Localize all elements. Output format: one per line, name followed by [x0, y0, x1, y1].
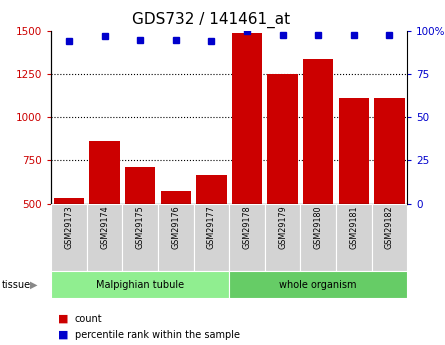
Text: GSM29180: GSM29180	[314, 206, 323, 249]
Text: Malpighian tubule: Malpighian tubule	[96, 280, 184, 289]
Bar	[336, 204, 372, 271]
Title: GDS732 / 141461_at: GDS732 / 141461_at	[132, 12, 291, 28]
Bar	[265, 204, 300, 271]
Text: percentile rank within the sample: percentile rank within the sample	[75, 330, 240, 339]
Text: GSM29182: GSM29182	[385, 206, 394, 249]
Text: ■: ■	[58, 330, 69, 339]
Bar	[122, 204, 158, 271]
Bar	[372, 204, 407, 271]
Bar	[300, 204, 336, 271]
Text: GSM29178: GSM29178	[243, 206, 251, 249]
Text: GSM29173: GSM29173	[65, 206, 73, 249]
Bar	[158, 204, 194, 271]
Text: ■: ■	[58, 314, 69, 324]
Text: GSM29174: GSM29174	[100, 206, 109, 249]
Bar	[161, 190, 191, 204]
Text: GSM29179: GSM29179	[278, 206, 287, 249]
Bar	[303, 59, 333, 204]
Bar	[229, 271, 407, 298]
Bar	[194, 204, 229, 271]
Text: GSM29175: GSM29175	[136, 206, 145, 249]
Bar	[267, 74, 298, 204]
Text: GSM29177: GSM29177	[207, 206, 216, 249]
Text: whole organism: whole organism	[279, 280, 357, 289]
Bar	[232, 33, 262, 204]
Text: tissue: tissue	[2, 280, 31, 289]
Text: count: count	[75, 314, 102, 324]
Bar	[196, 175, 227, 204]
Bar	[229, 204, 265, 271]
Bar	[125, 167, 155, 204]
Bar	[339, 98, 369, 204]
Text: GSM29176: GSM29176	[171, 206, 180, 249]
Text: GSM29181: GSM29181	[349, 206, 358, 249]
Bar	[89, 141, 120, 204]
Bar	[51, 271, 229, 298]
Bar	[87, 204, 122, 271]
Text: ▶: ▶	[30, 280, 38, 289]
Bar	[374, 98, 405, 204]
Bar	[51, 204, 87, 271]
Bar	[54, 198, 84, 204]
